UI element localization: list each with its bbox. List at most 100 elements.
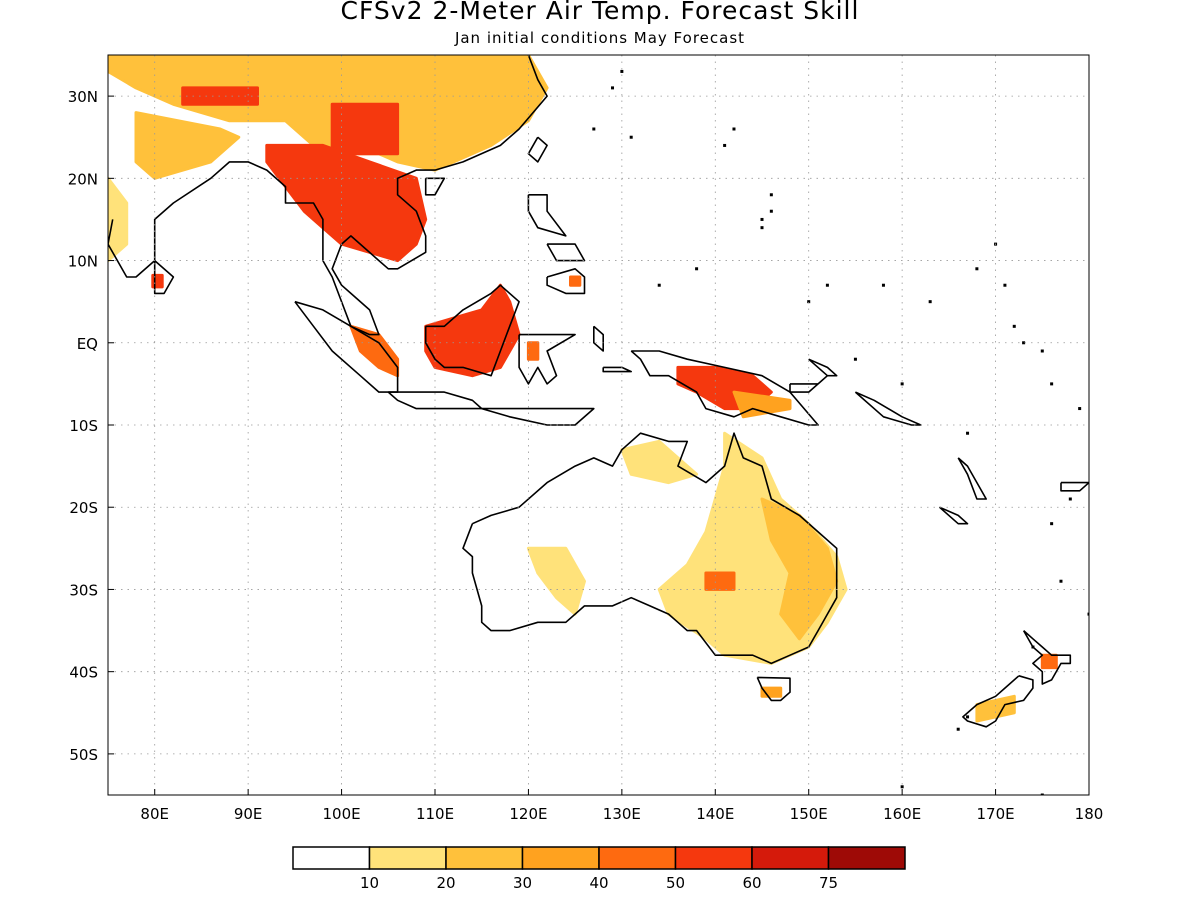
coastline-layer — [108, 55, 1089, 795]
coastline-asia-coast — [108, 55, 548, 336]
lat-tick-label: EQ — [77, 335, 98, 353]
coastline-hainan — [424, 177, 446, 196]
skill-shading-layer — [108, 55, 1058, 723]
island-marker — [807, 300, 811, 304]
island-marker — [881, 283, 885, 287]
lon-tick-label: 170E — [977, 805, 1015, 823]
coastline-taiwan — [527, 136, 548, 163]
coastline-new-caledonia — [938, 506, 969, 525]
coastline-sri-lanka — [153, 259, 175, 295]
lon-tick-label: 100E — [323, 805, 361, 823]
coastline-new-britain — [789, 374, 829, 393]
gridline-layer — [108, 55, 1089, 795]
colorbar-label: 50 — [666, 874, 685, 892]
coastline-luzon — [527, 194, 567, 237]
island-marker — [966, 715, 970, 719]
skill-region-mindanao — [569, 275, 582, 287]
colorbar-swatch — [292, 846, 371, 870]
latitude-tick-labels: 30N 20N 10N EQ 10S 20S 30S 40S 50S — [68, 88, 114, 764]
island-marker — [769, 209, 773, 213]
island-marker — [1068, 497, 1072, 501]
skill-region-borneo — [424, 283, 521, 378]
island-marker — [611, 86, 615, 90]
coastline-sulawesi — [518, 333, 576, 385]
lat-tick-label: 10N — [68, 253, 98, 271]
island-marker — [732, 127, 736, 131]
island-marker — [825, 283, 829, 287]
map-subtitle: Jan initial conditions May Forecast — [454, 29, 746, 47]
lon-tick-label: 90E — [234, 805, 263, 823]
colorbar-swatch — [827, 846, 906, 870]
colorbar-swatch — [445, 846, 524, 870]
island-marker — [592, 127, 596, 131]
lat-tick-label: 30S — [69, 581, 98, 599]
colorbar-swatch — [751, 846, 830, 870]
coastline-seram — [602, 366, 633, 373]
coastline-new-guinea — [630, 350, 819, 426]
coastline-fiji — [1060, 481, 1089, 492]
island-marker — [1059, 579, 1063, 583]
skill-region-sumatra — [349, 324, 400, 378]
lon-tick-label: 80E — [140, 805, 169, 823]
skill-region-australia-west — [526, 546, 586, 616]
skill-region-new-zealand-south — [975, 694, 1016, 723]
skill-region-new-zealand-north — [1040, 653, 1058, 670]
skill-region-china-south-hot — [330, 102, 400, 156]
skill-region-tibet-hot — [181, 86, 259, 106]
coastline-new-ireland — [808, 358, 838, 377]
island-marker — [928, 300, 932, 304]
island-marker — [975, 267, 979, 271]
coastline-visayas — [546, 243, 586, 262]
colorbar-label: 75 — [819, 874, 838, 892]
skill-region-sulawesi — [526, 341, 540, 361]
colorbar-swatch — [368, 846, 447, 870]
island-marker — [1022, 341, 1026, 345]
colorbar-label: 60 — [742, 874, 761, 892]
colorbar-label: 40 — [589, 874, 608, 892]
island-marker — [900, 382, 904, 386]
colorbar-label: 30 — [513, 874, 532, 892]
coastline-australia — [462, 432, 838, 665]
lat-tick-label: 50S — [69, 746, 98, 764]
island-marker — [723, 143, 727, 147]
island-marker — [1087, 612, 1089, 616]
colorbar-swatch — [674, 846, 753, 870]
coastline-india-west-coast — [108, 219, 114, 245]
island-marker — [956, 727, 960, 731]
colorbar-swatch — [521, 846, 600, 870]
coastline-vanuatu — [957, 457, 988, 500]
coastline-solomons — [854, 391, 922, 426]
skill-region-australia-north — [620, 439, 699, 485]
island-marker — [629, 135, 633, 139]
island-marker — [620, 69, 624, 73]
island-marker — [1003, 283, 1007, 287]
colorbar-label: 10 — [360, 874, 379, 892]
island-marker — [900, 785, 904, 789]
colorbar: 10 20 30 40 50 60 75 — [292, 846, 906, 892]
island-marker — [1040, 793, 1044, 795]
lon-tick-label: 120E — [509, 805, 547, 823]
lon-tick-label: 150E — [790, 805, 828, 823]
island-marker — [1012, 324, 1016, 328]
skill-region-australia-east-warm — [760, 497, 839, 641]
island-marker — [769, 193, 773, 197]
island-marker — [1078, 407, 1082, 411]
lon-tick-label: 160E — [883, 805, 921, 823]
coastline-lesser-sunda — [481, 407, 595, 426]
colorbar-label: 20 — [436, 874, 455, 892]
coastline-nz-north — [1022, 629, 1072, 685]
coastline-nz-south — [962, 675, 1034, 728]
skill-region-australia-central-hot — [704, 571, 736, 591]
lon-tick-label: 110E — [416, 805, 454, 823]
longitude-tick-labels: 80E 90E 100E 110E 120E 130E 140E 150E 160E 170E 18… — [140, 789, 1103, 823]
coastline-halmahera — [592, 325, 605, 352]
coastline-mindanao — [546, 267, 586, 295]
lat-tick-label: 10S — [69, 417, 98, 435]
island-marker — [695, 267, 699, 271]
island-marker — [1050, 382, 1054, 386]
skill-region-indochina — [265, 143, 428, 263]
skill-region-india-west — [108, 176, 129, 263]
island-marker — [657, 283, 661, 287]
lon-tick-label: 130E — [603, 805, 641, 823]
lat-tick-label: 40S — [69, 664, 98, 682]
